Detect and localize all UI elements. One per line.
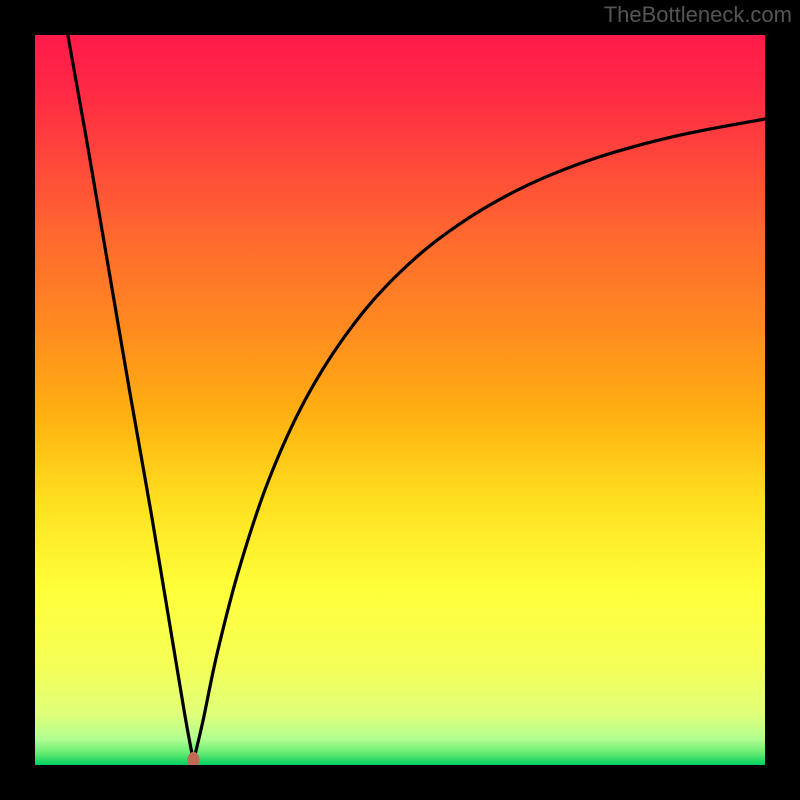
plot-area [35,35,765,765]
chart-container: TheBottleneck.com [0,0,800,800]
bottleneck-chart [0,0,800,800]
